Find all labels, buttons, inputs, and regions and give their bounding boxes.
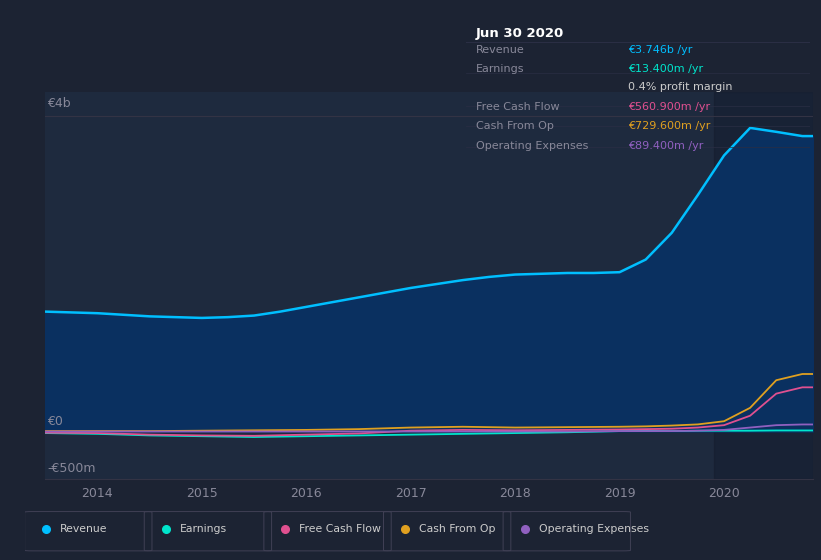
Text: €89.400m /yr: €89.400m /yr bbox=[627, 141, 703, 151]
Text: Operating Expenses: Operating Expenses bbox=[539, 524, 649, 534]
Text: Jun 30 2020: Jun 30 2020 bbox=[476, 27, 564, 40]
Text: Free Cash Flow: Free Cash Flow bbox=[476, 102, 559, 112]
Text: €0: €0 bbox=[48, 414, 63, 427]
Bar bbox=[713, 92, 813, 479]
Text: €4b: €4b bbox=[48, 97, 71, 110]
Text: €729.600m /yr: €729.600m /yr bbox=[627, 122, 710, 132]
Text: -€500m: -€500m bbox=[48, 462, 96, 475]
Text: Earnings: Earnings bbox=[476, 64, 525, 74]
Text: Cash From Op: Cash From Op bbox=[419, 524, 496, 534]
Text: Earnings: Earnings bbox=[180, 524, 227, 534]
Text: €13.400m /yr: €13.400m /yr bbox=[627, 64, 703, 74]
Text: €3.746b /yr: €3.746b /yr bbox=[627, 45, 692, 55]
Text: Free Cash Flow: Free Cash Flow bbox=[300, 524, 381, 534]
Text: 0.4% profit margin: 0.4% profit margin bbox=[627, 82, 732, 92]
Text: Operating Expenses: Operating Expenses bbox=[476, 141, 588, 151]
Text: Revenue: Revenue bbox=[60, 524, 108, 534]
Text: Revenue: Revenue bbox=[476, 45, 525, 55]
Text: Cash From Op: Cash From Op bbox=[476, 122, 553, 132]
Text: €560.900m /yr: €560.900m /yr bbox=[627, 102, 709, 112]
